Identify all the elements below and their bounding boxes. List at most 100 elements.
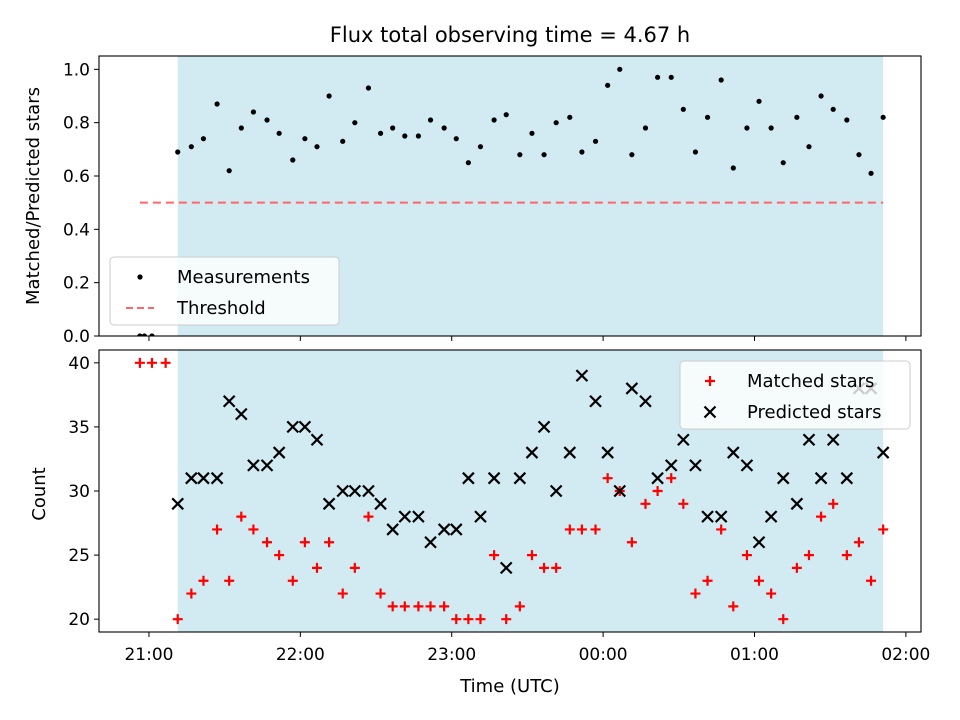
predicted-star-point [185, 471, 198, 485]
matched-star-point [640, 498, 651, 509]
bottom-y-tick-label: 20 [68, 610, 90, 630]
predicted-star-point [272, 446, 286, 459]
matched-star-point [236, 511, 247, 522]
predicted-star-point [651, 471, 664, 485]
matched-star-point [551, 562, 562, 573]
top-y-tick-label: 0.8 [63, 114, 90, 134]
predicted-star-point [840, 471, 854, 485]
predicted-star-point [589, 394, 602, 408]
measurement-point [276, 130, 282, 136]
measurement-point [453, 136, 459, 142]
matched-star-point [224, 575, 235, 586]
predicted-star-point [348, 484, 362, 498]
top-y-tick-label: 0.6 [63, 167, 90, 187]
matched-star-point [172, 614, 183, 625]
matched-star-point [652, 486, 663, 496]
bottom-legend-marker [703, 405, 717, 419]
matched-star-point [841, 550, 852, 561]
measurement-point [377, 130, 384, 136]
measurement-point [427, 117, 434, 123]
bottom-legend-label: Matched stars [747, 371, 874, 392]
predicted-star-point [286, 420, 300, 434]
predicted-star-point [664, 459, 678, 472]
measurement-point [553, 120, 559, 126]
matched-star-point [198, 575, 209, 586]
measurement-point [692, 149, 699, 155]
matched-star-point [186, 588, 197, 599]
measurement-point [517, 152, 523, 158]
predicted-star-point [714, 510, 728, 523]
matched-star-point [666, 473, 677, 484]
measurement-point [856, 152, 862, 158]
matched-star-point [526, 550, 537, 561]
predicted-star-point [474, 510, 487, 523]
predicted-star-point [549, 484, 563, 498]
top-legend-label: Threshold [176, 298, 266, 319]
top-axes-frame [98, 55, 922, 337]
measurement-point [465, 160, 471, 166]
predicted-star-point [210, 471, 224, 485]
x-tick-label: 21:00 [124, 645, 173, 665]
measurement-point [491, 117, 497, 123]
measurement-point [226, 168, 232, 174]
bottom-legend-marker [705, 376, 715, 386]
matched-star-point [363, 511, 374, 522]
x-tick-label: 23:00 [427, 645, 476, 665]
measurement-point [668, 74, 674, 80]
matched-star-point [451, 614, 462, 625]
matched-star-point [349, 562, 360, 573]
predicted-star-point [563, 446, 577, 459]
top-series-group [137, 66, 886, 336]
measurement-point [503, 112, 509, 118]
matched-star-point [602, 473, 613, 484]
measurement-point [175, 149, 181, 155]
measurement-point [141, 333, 148, 336]
predicted-star-point [197, 471, 210, 485]
measurement-point [868, 170, 874, 176]
measurement-point [214, 101, 220, 107]
matched-star-point [439, 601, 450, 612]
predicted-star-point [814, 471, 828, 485]
matched-star-point [514, 601, 525, 612]
predicted-star-point [247, 459, 260, 472]
predicted-star-point [639, 394, 652, 408]
predicted-star-point [298, 420, 312, 434]
matched-star-point [728, 601, 739, 612]
matched-star-point [816, 511, 827, 522]
measurement-point [402, 133, 408, 139]
predicted-star-point [362, 484, 375, 498]
measurement-point [238, 125, 244, 131]
measurement-point [579, 149, 585, 155]
top-panel-matched-ratio: 0.0 0.2 0.4 0.6 0.8 1.0 Measurements Threshold [63, 55, 922, 347]
matched-star-point [766, 588, 777, 599]
predicted-star-point [374, 497, 387, 511]
matched-star-point [878, 524, 889, 535]
predicted-star-point [449, 523, 463, 536]
measurement-point [806, 144, 812, 150]
predicted-star-point [437, 523, 451, 536]
matched-star-point [146, 357, 157, 368]
bottom-y-tick-label: 30 [68, 482, 90, 502]
predicted-star-point [677, 433, 690, 447]
measurement-point [629, 152, 635, 158]
measurement-point [704, 114, 711, 120]
predicted-star-point [171, 497, 184, 511]
predicted-star-point [575, 369, 589, 382]
measurement-point [617, 66, 623, 72]
top-y-tick-label: 0.2 [63, 274, 90, 294]
predicted-star-point [876, 446, 890, 459]
measurement-point [605, 82, 611, 88]
matched-star-point [463, 614, 474, 625]
matched-star-point [212, 524, 223, 535]
matched-star-point [399, 601, 410, 612]
predicted-star-point [336, 484, 350, 498]
predicted-star-point [398, 510, 412, 523]
matched-star-point [754, 575, 765, 586]
predicted-star-point [802, 433, 816, 447]
matched-star-point [274, 550, 285, 561]
measurement-point [149, 333, 155, 336]
measurement-point [592, 138, 599, 144]
predicted-star-point [310, 433, 324, 447]
matched-star-point [248, 524, 259, 535]
predicted-star-point [826, 433, 840, 447]
